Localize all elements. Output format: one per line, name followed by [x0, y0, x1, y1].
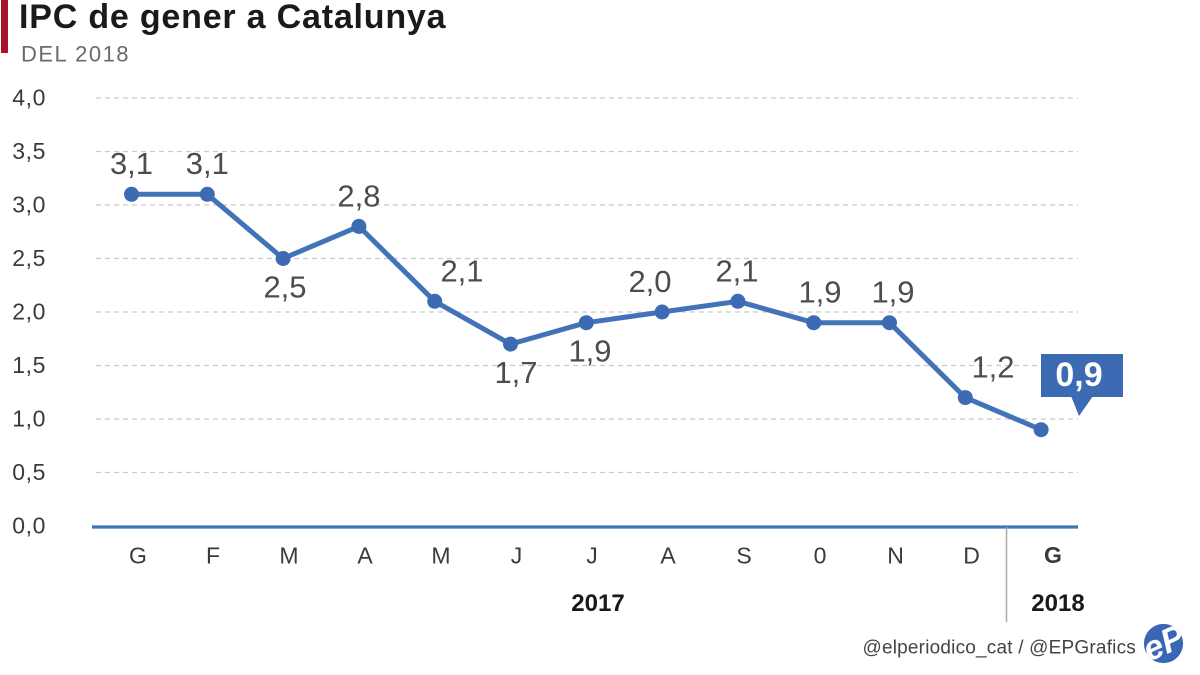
- svg-text:2,8: 2,8: [337, 178, 380, 213]
- svg-text:1,9: 1,9: [568, 334, 611, 369]
- svg-text:A: A: [357, 543, 373, 569]
- svg-text:1,0: 1,0: [12, 406, 46, 432]
- svg-text:0,0: 0,0: [12, 513, 46, 539]
- svg-text:0,5: 0,5: [12, 459, 46, 485]
- svg-text:3,1: 3,1: [186, 146, 229, 181]
- svg-text:0: 0: [814, 543, 827, 569]
- svg-text:F: F: [206, 543, 220, 569]
- svg-text:2,1: 2,1: [440, 253, 483, 288]
- svg-text:N: N: [887, 543, 904, 569]
- svg-text:2,5: 2,5: [263, 270, 306, 305]
- svg-text:1,5: 1,5: [12, 352, 46, 378]
- svg-text:2,1: 2,1: [715, 253, 758, 288]
- svg-text:1,7: 1,7: [494, 355, 537, 390]
- svg-text:2,5: 2,5: [12, 245, 46, 271]
- svg-text:eP: eP: [1137, 617, 1191, 669]
- svg-text:2018: 2018: [1031, 590, 1084, 617]
- svg-text:3,0: 3,0: [12, 192, 46, 218]
- svg-text:2,0: 2,0: [628, 264, 671, 299]
- svg-text:2,0: 2,0: [12, 299, 46, 325]
- svg-text:IPC de gener a Catalunya: IPC de gener a Catalunya: [19, 0, 447, 36]
- svg-text:G: G: [129, 543, 147, 569]
- svg-text:D: D: [963, 543, 980, 569]
- svg-text:4,0: 4,0: [12, 85, 46, 111]
- svg-text:@elperiodico_cat / @EPGrafics: @elperiodico_cat / @EPGrafics: [862, 638, 1136, 659]
- svg-text:M: M: [431, 543, 450, 569]
- svg-text:2017: 2017: [571, 590, 624, 617]
- svg-text:G: G: [1044, 542, 1062, 568]
- svg-text:1,2: 1,2: [971, 350, 1014, 385]
- svg-text:J: J: [511, 543, 523, 569]
- svg-text:J: J: [586, 543, 598, 569]
- svg-text:S: S: [736, 543, 751, 569]
- svg-text:DEL 2018: DEL 2018: [21, 42, 130, 67]
- svg-text:1,9: 1,9: [798, 275, 841, 310]
- svg-text:0,9: 0,9: [1055, 356, 1102, 394]
- svg-text:M: M: [279, 543, 298, 569]
- svg-text:1,9: 1,9: [871, 275, 914, 310]
- svg-text:3,5: 3,5: [12, 138, 46, 164]
- svg-text:A: A: [660, 543, 676, 569]
- svg-text:3,1: 3,1: [110, 146, 153, 181]
